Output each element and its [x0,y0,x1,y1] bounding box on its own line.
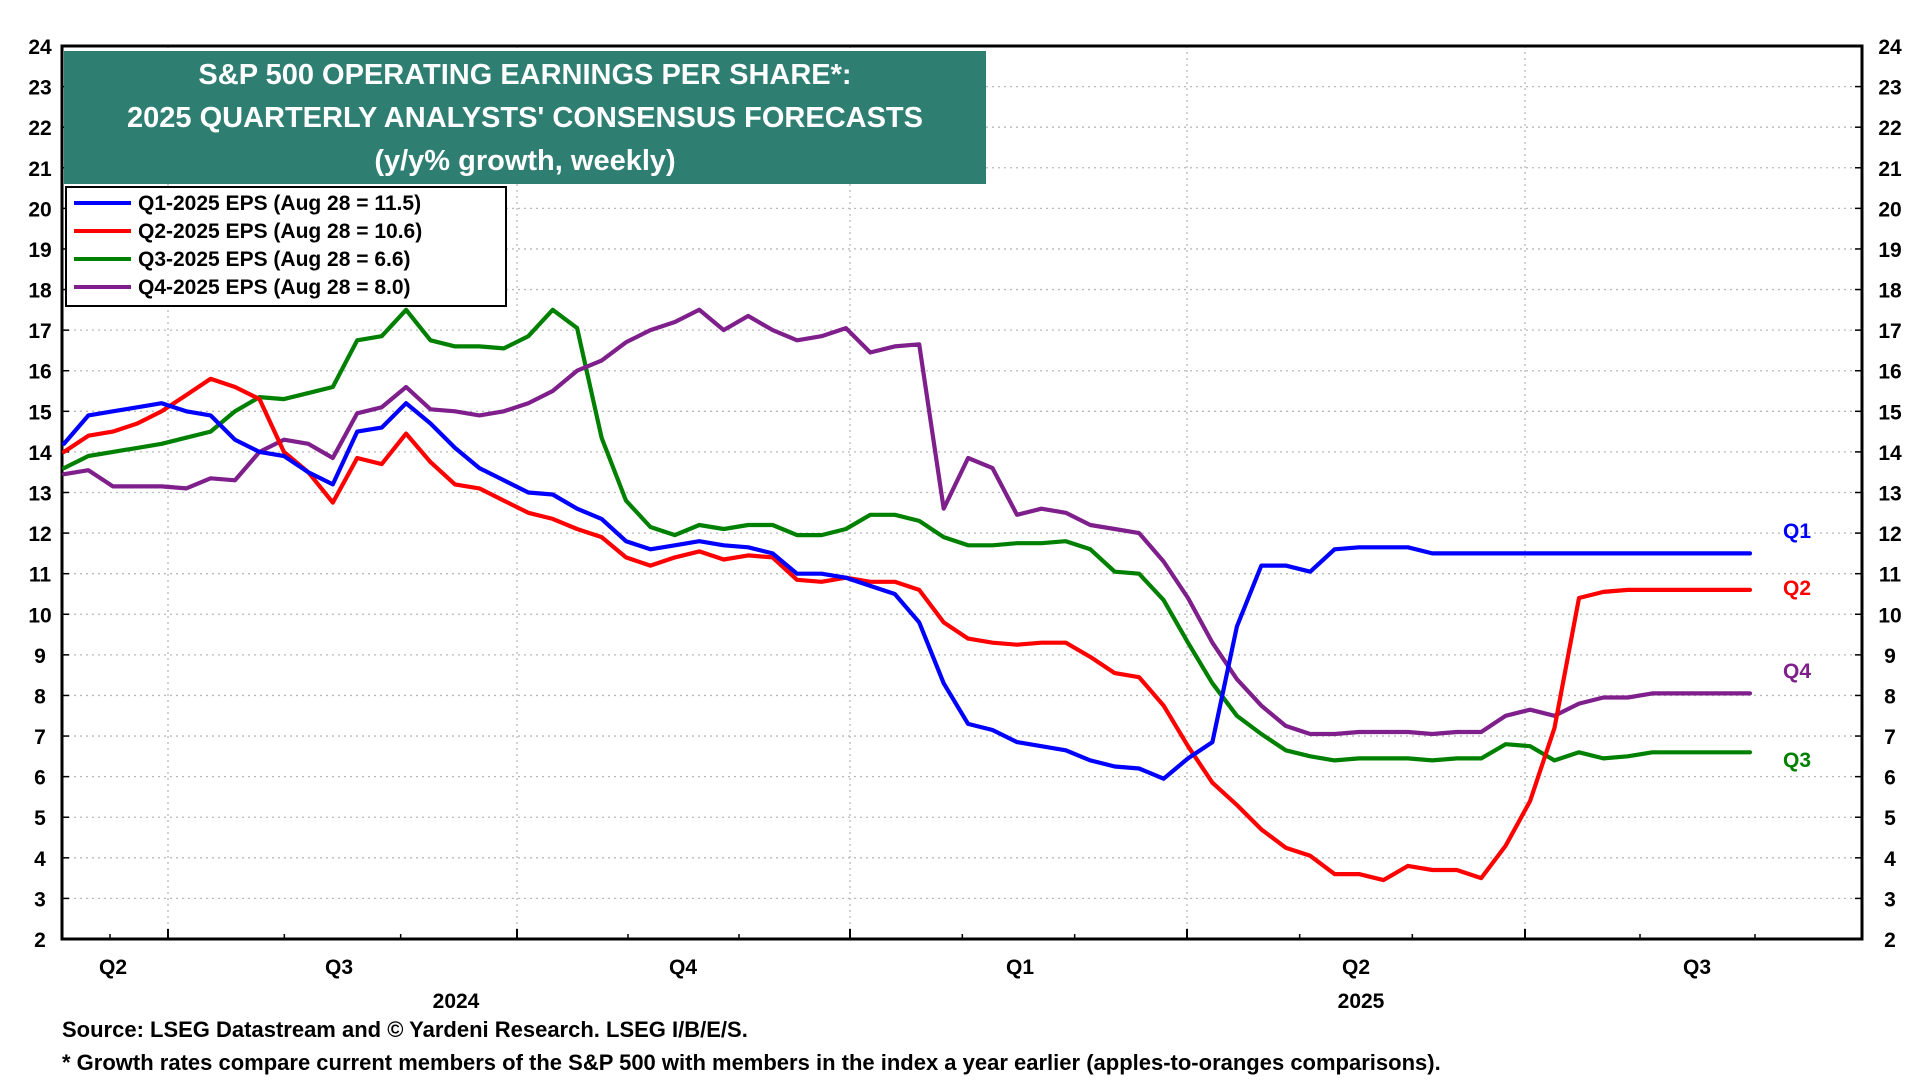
y-tick-label-left: 23 [28,77,51,100]
y-tick-label-left: 11 [29,564,52,587]
y-tick-label-right: 5 [1884,807,1896,830]
y-tick-label-right: 10 [1878,604,1901,627]
y-tick-label-right: 6 [1884,767,1896,790]
y-tick-label-right: 15 [1878,401,1902,424]
x-quarter-label: Q1 [1006,956,1034,979]
y-tick-label-left: 6 [34,767,46,790]
y-tick-label-right: 11 [1879,564,1902,587]
y-tick-label-right: 22 [1878,117,1901,140]
source-note: Source: LSEG Datastream and © Yardeni Re… [62,1017,748,1042]
plot-frame [60,44,1864,941]
y-tick-label-right: 8 [1884,685,1896,708]
y-tick-label-right: 18 [1878,280,1902,303]
y-tick-label-right: 13 [1878,483,1901,506]
y-tick-label-right: 23 [1878,77,1901,100]
legend-label-q1: Q1-2025 EPS (Aug 28 = 11.5) [138,192,421,215]
y-tick-label-left: 15 [28,401,52,424]
y-tick-label-right: 3 [1884,888,1896,911]
series-line-q2 [61,376,1753,883]
series-lines [61,307,1753,883]
subtitle: (y/y% growth, weekly) [374,145,675,177]
y-tick-label-right: 20 [1878,198,1901,221]
legend-label-q3: Q3-2025 EPS (Aug 28 = 6.6) [138,248,411,271]
title-line-2: 2025 QUARTERLY ANALYSTS' CONSENSUS FOREC… [127,102,923,134]
y-tick-label-left: 5 [34,807,46,830]
footnote: * Growth rates compare current members o… [62,1050,1441,1075]
y-tick-label-right: 17 [1878,320,1901,343]
y-tick-label-left: 10 [28,604,51,627]
y-tick-label-left: 2 [34,929,46,952]
y-tick-label-left: 19 [28,239,51,262]
y-tick-label-right: 4 [1884,848,1896,871]
y-tick-label-right: 19 [1878,239,1901,262]
x-year-label: 2024 [433,990,480,1013]
y-tick-label-right: 16 [1878,361,1901,384]
x-quarter-label: Q3 [1683,956,1711,979]
y-tick-label-left: 18 [28,280,52,303]
y-tick-label-left: 3 [34,888,46,911]
x-quarter-label: Q3 [325,956,353,979]
x-quarter-label: Q4 [669,956,697,979]
legend: Q1-2025 EPS (Aug 28 = 11.5) Q2-2025 EPS … [65,186,507,307]
legend-label-q2: Q2-2025 EPS (Aug 28 = 10.6) [138,220,422,243]
x-quarter-label: Q2 [1342,956,1370,979]
y-tick-label-right: 9 [1884,645,1896,668]
y-tick-label-right: 2 [1884,929,1896,952]
series-end-labels: Q1 Q2 Q3 Q4 [1783,520,1811,772]
series-line-q3 [61,307,1753,763]
y-tick-label-left: 13 [28,483,51,506]
y-tick-label-left: 24 [28,36,52,59]
grid [62,46,1862,939]
series-line-q4 [61,307,1753,737]
title-line-1: S&P 500 OPERATING EARNINGS PER SHARE*: [198,59,851,91]
y-tick-label-right: 14 [1878,442,1902,465]
end-label-q2: Q2 [1783,577,1811,600]
y-tick-label-left: 7 [34,726,46,749]
y-tick-label-right: 24 [1878,36,1902,59]
end-label-q3: Q3 [1783,749,1811,772]
y-tick-label-left: 12 [28,523,51,546]
y-tick-label-left: 14 [28,442,52,465]
y-tick-label-left: 8 [34,685,46,708]
x-quarter-label: Q2 [99,956,127,979]
y-tick-label-left: 20 [28,198,51,221]
series-line-q1 [61,401,1753,781]
end-label-q1: Q1 [1783,520,1811,543]
y-tick-label-left: 22 [28,117,51,140]
y-tick-label-left: 9 [34,645,46,668]
x-year-label: 2025 [1338,990,1385,1013]
y-tick-label-left: 17 [28,320,51,343]
legend-label-q4: Q4-2025 EPS (Aug 28 = 8.0) [138,276,411,299]
y-tick-label-left: 21 [28,158,52,181]
y-tick-label-right: 12 [1878,523,1901,546]
y-tick-label-left: 16 [28,361,51,384]
y-tick-label-right: 21 [1878,158,1902,181]
end-label-q4: Q4 [1783,660,1811,683]
y-tick-label-right: 7 [1884,726,1896,749]
title-box: S&P 500 OPERATING EARNINGS PER SHARE*: 2… [64,51,986,184]
y-tick-label-left: 4 [34,848,46,871]
